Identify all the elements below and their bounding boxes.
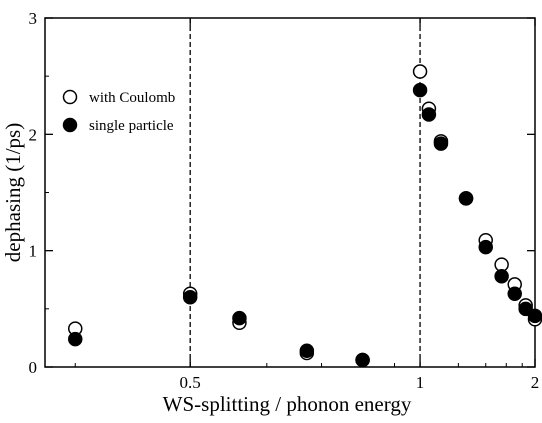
data-point-single-particle xyxy=(299,343,315,358)
plot-frame xyxy=(44,17,536,368)
data-point-single-particle xyxy=(507,286,522,301)
x-tick-label: 0.5 xyxy=(180,373,201,392)
y-tick-label: 1 xyxy=(29,242,38,261)
data-point-single-particle xyxy=(458,191,474,206)
data-point-single-particle xyxy=(433,136,449,151)
x-tick-label: 2 xyxy=(531,373,540,392)
plot-frame-border xyxy=(44,17,536,368)
data-point-single-particle xyxy=(412,82,428,98)
y-axis-title: dephasing (1/ps) xyxy=(1,123,25,262)
data-point-with-coulomb xyxy=(412,64,428,79)
axis-ticks: 0.5 1 2 0 1 2 3 xyxy=(29,9,540,392)
legend-label-single-particle: single particle xyxy=(89,118,174,134)
legend-label-with-coulomb: with Coulomb xyxy=(89,90,175,106)
data-point-single-particle xyxy=(232,310,247,326)
x-tick-label: 1 xyxy=(416,373,425,392)
y-tick-label: 2 xyxy=(29,125,38,144)
x-axis-title: WS-splitting / phonon energy xyxy=(163,392,412,416)
data-point-single-particle xyxy=(527,308,542,324)
legend-marker-with-coulomb xyxy=(62,89,78,105)
reference-lines xyxy=(189,18,421,367)
data-point-single-particle xyxy=(67,331,83,347)
data-point-single-particle xyxy=(421,107,437,122)
legend: with Coulomb single particle xyxy=(62,89,175,134)
y-tick-label: 0 xyxy=(29,358,38,377)
data-point-single-particle xyxy=(494,269,509,284)
legend-marker-single-particle xyxy=(62,117,78,133)
data-point-single-particle xyxy=(182,289,198,305)
data-point-single-particle xyxy=(355,352,370,368)
data-markers xyxy=(67,64,542,368)
y-tick-label: 3 xyxy=(29,9,38,28)
data-point-single-particle xyxy=(478,239,493,255)
